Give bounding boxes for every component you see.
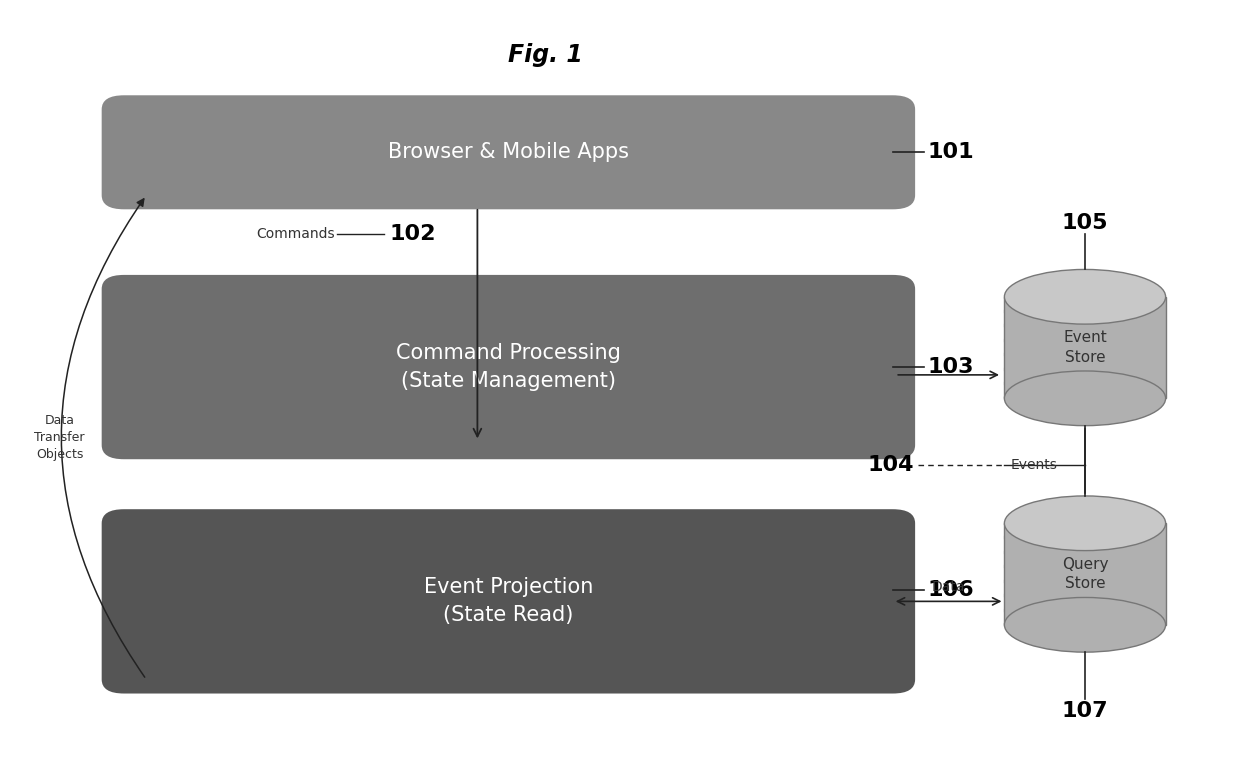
Text: Fig. 1: Fig. 1 [508,43,583,66]
FancyBboxPatch shape [102,95,915,209]
Text: Event
Store: Event Store [1063,330,1107,365]
Ellipse shape [1004,496,1166,551]
Bar [1004,523,1166,625]
Text: Query
Store: Query Store [1061,557,1109,591]
Text: Events: Events [1011,458,1058,472]
Text: Data
Transfer
Objects: Data Transfer Objects [35,414,84,461]
Text: Data: Data [931,580,966,594]
FancyBboxPatch shape [102,275,915,459]
Text: Command Processing
(State Management): Command Processing (State Management) [396,343,621,391]
FancyBboxPatch shape [102,509,915,694]
Text: 105: 105 [1061,212,1109,233]
FancyArrowPatch shape [61,199,145,677]
Text: 101: 101 [928,142,975,162]
Text: 106: 106 [928,580,975,600]
Text: Browser & Mobile Apps: Browser & Mobile Apps [388,142,629,162]
Text: 104: 104 [868,455,914,475]
Ellipse shape [1004,597,1166,652]
Bar [1004,297,1166,398]
Text: 103: 103 [928,357,975,377]
Text: 107: 107 [1061,701,1109,721]
Text: 102: 102 [389,224,436,244]
Ellipse shape [1004,371,1166,426]
Ellipse shape [1004,269,1166,324]
Text: Event Projection
(State Read): Event Projection (State Read) [424,577,593,626]
Text: Commands: Commands [257,227,335,241]
